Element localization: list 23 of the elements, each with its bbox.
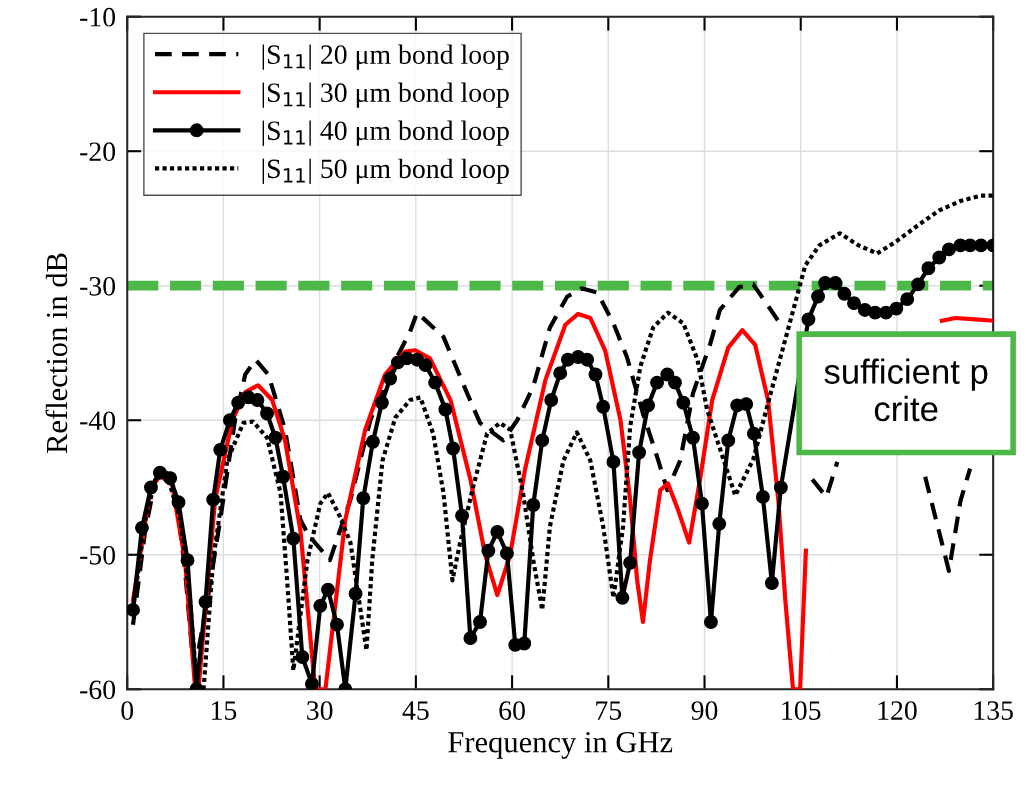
x-tick-label: 0 xyxy=(121,701,134,720)
y-tick-label: -40 xyxy=(80,411,116,431)
y-tick-label: -10 xyxy=(80,7,116,27)
y-tick-label: -50 xyxy=(80,545,116,565)
x-tick-label: 105 xyxy=(782,701,821,720)
legend-label: |S$_{11}$| 40 μm bond loop xyxy=(262,120,509,146)
x-tick-label: 75 xyxy=(596,701,622,720)
y-tick-label: -30 xyxy=(80,276,116,296)
legend-label: |S$_{11}$| 50 μm bond loop xyxy=(262,158,509,184)
legend-label: |S$_{11}$| 30 μm bond loop xyxy=(262,82,509,108)
x-tick-label: 30 xyxy=(307,701,333,720)
y-tick-label: -60 xyxy=(80,680,116,700)
y-tick-label: -20 xyxy=(80,142,116,162)
x-axis-title: Frequency in GHz xyxy=(448,732,673,759)
ref-line-label: sufficient p crite xyxy=(824,358,988,422)
y-axis-title: Reflection in dB xyxy=(45,253,68,454)
x-tick-label: 120 xyxy=(878,701,917,720)
legend-label: |S$_{11}$| 20 μm bond loop xyxy=(262,44,509,70)
x-tick-label: 15 xyxy=(211,701,237,720)
x-tick-label: 90 xyxy=(691,701,718,720)
x-tick-label: 135 xyxy=(974,701,1013,720)
x-tick-label: 60 xyxy=(499,701,525,720)
x-tick-label: 45 xyxy=(402,701,429,720)
